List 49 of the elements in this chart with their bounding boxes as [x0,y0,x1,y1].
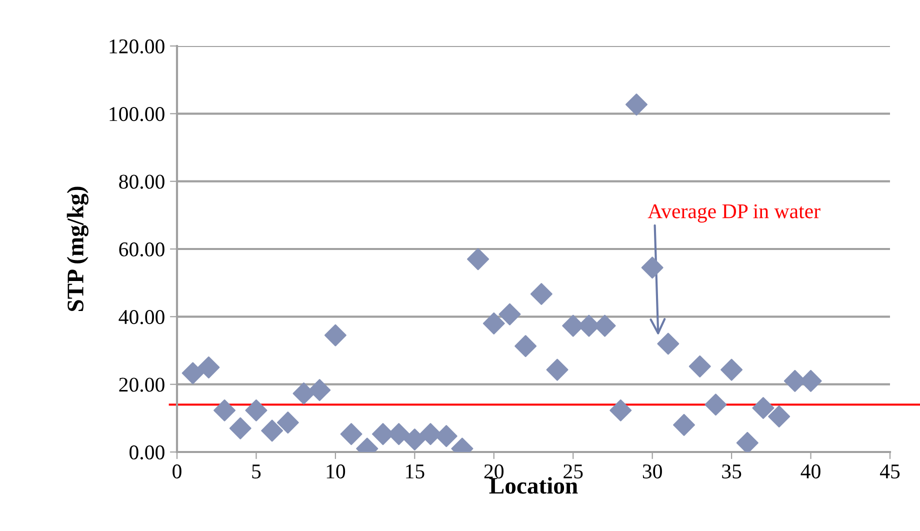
x-tick-label: 30 [642,464,662,478]
point [340,423,362,446]
point [673,414,696,436]
y-tick-label: 20.00 [119,378,164,392]
point [752,397,774,420]
y-tick-label: 100.00 [110,107,164,122]
annotation: Average DP in water [648,204,820,223]
point [736,432,758,452]
x-tick-label: 35 [722,464,742,478]
y-tick-label: 120.00 [110,39,164,54]
point [625,94,648,116]
y-tick-label: 80.00 [119,174,164,189]
point [610,399,632,422]
point [641,256,664,279]
point [546,358,568,381]
x-tick-label: 5 [252,464,261,478]
point [768,405,790,428]
point [688,355,711,378]
x-tick-label: 45 [880,464,900,478]
x-tick-label: 20 [484,464,504,478]
x-tick-label: 15 [406,464,424,478]
point [292,382,315,404]
point [308,379,331,402]
y-tick-label: 40.00 [118,310,164,324]
point [198,356,220,378]
point [530,283,552,305]
point [467,248,490,270]
point [404,428,426,450]
y-axis-title: STP (mg/kg) [66,186,88,312]
y-tick-label: 60.00 [119,242,164,257]
point [704,394,727,416]
point [498,303,521,326]
point [482,312,505,334]
point [720,358,743,381]
x-tick-label: 40 [800,464,820,478]
point [657,332,680,355]
x-tick-label: 10 [326,464,346,478]
point [229,417,252,440]
x-axis-title: Location [489,477,578,494]
x-tick-label: 25 [564,464,583,478]
point [324,324,346,346]
y-tick-label: 0.00 [130,445,164,460]
point [214,399,236,422]
point [514,335,537,358]
point [261,420,284,442]
point [182,362,204,384]
point [245,399,268,422]
point [276,412,299,434]
x-tick-label: 0 [172,464,182,478]
